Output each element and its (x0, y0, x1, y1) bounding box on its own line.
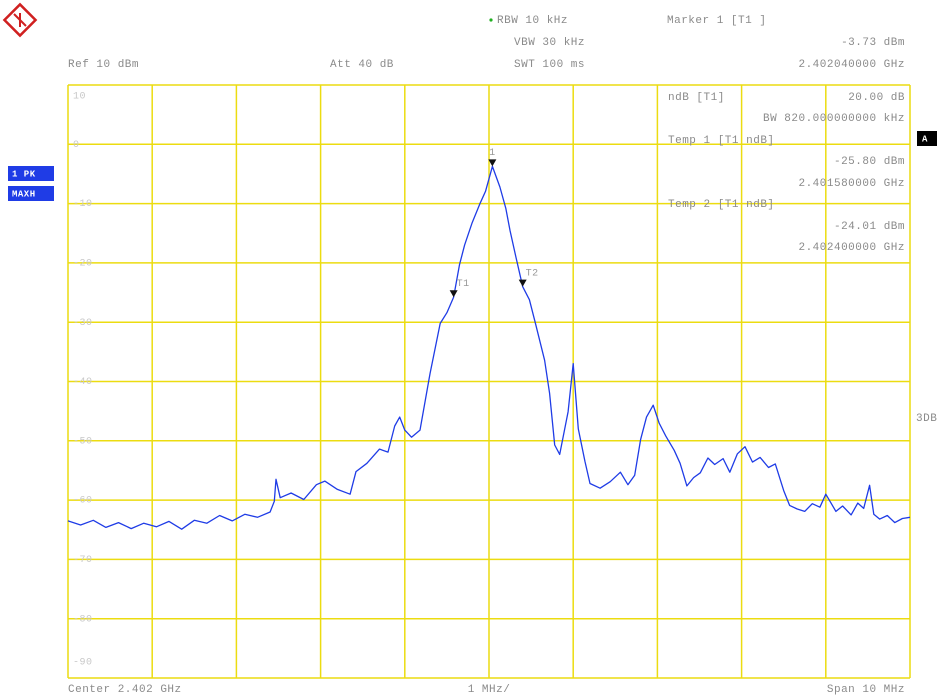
marker-title: Marker 1 [T1 ] (667, 15, 766, 27)
marker (449, 290, 458, 298)
center-freq: Center 2.402 GHz (68, 684, 182, 696)
trace (67, 165, 911, 530)
status-dot (489, 18, 493, 22)
screen-box (917, 131, 937, 146)
rbw: RBW 10 kHz (497, 15, 568, 27)
detector: MAXH (12, 189, 36, 199)
ndb-flag: 3DB (916, 413, 937, 425)
temp1-level: -25.80 dBm (834, 156, 905, 168)
temp1-freq: 2.401580000 GHz (798, 178, 905, 190)
y-tick-label: -30 (73, 318, 93, 329)
y-tick-label: 0 (73, 140, 80, 151)
bandwidth: BW 820.000000000 kHz (763, 113, 905, 125)
marker (518, 279, 527, 287)
ndb-panel: ndB [T1] 20.00 dB BW 820.000000000 kHz T… (668, 92, 905, 254)
span: Span 10 MHz (827, 684, 905, 696)
screen-label: A (922, 134, 928, 144)
temp2-freq: 2.402400000 GHz (798, 242, 905, 254)
y-tick-label: -70 (73, 555, 93, 566)
y-tick-label: -10 (73, 199, 93, 210)
y-tick-label: -80 (73, 614, 93, 625)
marker-freq: 2.402040000 GHz (798, 59, 905, 71)
trace-box (8, 166, 54, 181)
ndb-label: ndB [T1] (668, 92, 725, 104)
temp1-title: Temp 1 [T1 ndB] (668, 135, 775, 147)
ndb-value: 20.00 dB (848, 92, 905, 104)
detector-box (8, 186, 54, 201)
vbw: VBW 30 kHz (514, 37, 585, 49)
marker-label: 1 (489, 148, 496, 159)
logo (2, 2, 38, 38)
y-tick-label: -20 (73, 259, 93, 270)
attenuation: Att 40 dB (330, 59, 394, 71)
ref-level: Ref 10 dBm (68, 59, 139, 71)
temp2-level: -24.01 dBm (834, 221, 905, 233)
y-tick-label: -60 (73, 496, 93, 507)
y-tick-label: 10 (73, 92, 86, 103)
plot: 10 0 -10 -20 -30 -40 -50 -60 -70 -80 -90 1 T1 T2 (67, 84, 911, 679)
marker-label: T2 (526, 268, 539, 279)
marker (488, 159, 497, 167)
marker-level: -3.73 dBm (841, 37, 905, 49)
swt: SWT 100 ms (514, 59, 585, 71)
y-tick-label: -40 (73, 377, 93, 388)
division: 1 MHz/ (468, 684, 511, 696)
marker-label: T1 (457, 279, 470, 290)
y-tick-label: -50 (73, 436, 93, 447)
y-tick-label: -90 (73, 658, 93, 669)
temp2-title: Temp 2 [T1 ndB] (668, 199, 775, 211)
trace-mode: 1 PK (12, 169, 36, 179)
